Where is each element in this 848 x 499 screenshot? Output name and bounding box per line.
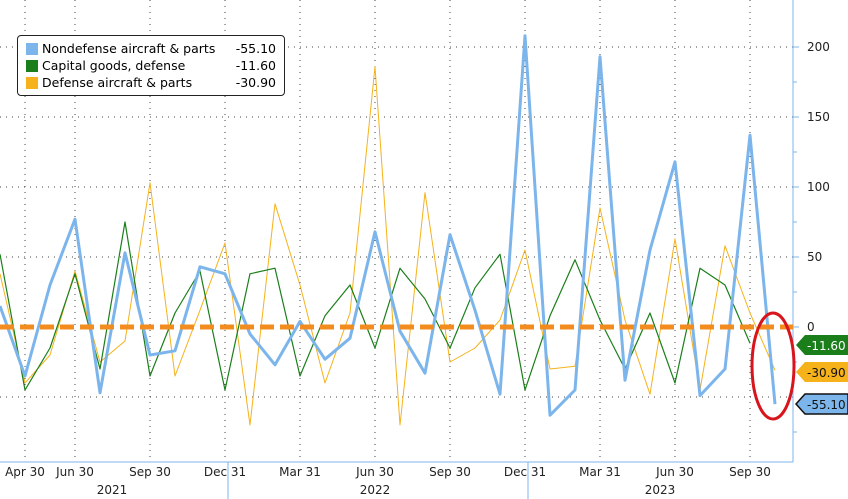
- legend-label: Defense aircraft & parts: [42, 75, 193, 90]
- series-line-2: [0, 66, 776, 426]
- legend-value: -55.10: [235, 41, 276, 56]
- year-label: 2023: [645, 483, 676, 497]
- y-tick-label: 150: [807, 110, 830, 124]
- last-value-tag: [794, 393, 848, 415]
- x-tick-label: Sep 30: [429, 465, 471, 479]
- x-tick-label: Jun 30: [655, 465, 694, 479]
- x-tick-label: Dec 31: [204, 465, 246, 479]
- legend-label: Nondefense aircraft & parts: [42, 41, 216, 56]
- legend-item-capital-goods: Capital goods, defense -11.60: [26, 57, 276, 74]
- x-tick-label: Mar 31: [579, 465, 621, 479]
- x-tick-label: Dec 31: [504, 465, 546, 479]
- year-label: 2022: [360, 483, 391, 497]
- legend-value: -11.60: [235, 58, 276, 73]
- y-tick-label: 0: [807, 320, 815, 334]
- legend-swatch: [26, 59, 38, 72]
- last-value-tag: [796, 362, 848, 382]
- legend-value: -30.90: [235, 75, 276, 90]
- y-tick-label: 50: [807, 250, 822, 264]
- legend-item-defense-aircraft: Defense aircraft & parts -30.90: [26, 74, 276, 91]
- x-tick-label: Apr 30: [5, 465, 45, 479]
- last-value-label: -55.10: [807, 398, 846, 412]
- x-tick-label: Mar 31: [279, 465, 321, 479]
- last-value-label: -30.90: [807, 366, 846, 380]
- last-value-label: -11.60: [807, 339, 846, 353]
- legend-swatch: [26, 76, 38, 89]
- y-tick-label: 100: [807, 180, 830, 194]
- x-tick-label: Jun 30: [355, 465, 394, 479]
- legend: Nondefense aircraft & parts -55.10 Capita…: [17, 35, 285, 96]
- legend-item-nondefense: Nondefense aircraft & parts -55.10: [26, 40, 276, 57]
- last-value-tag: [796, 335, 848, 355]
- highlight-circle: [750, 311, 796, 421]
- legend-label: Capital goods, defense: [42, 58, 186, 73]
- legend-swatch: [26, 42, 38, 55]
- year-label: 2021: [97, 483, 128, 497]
- x-tick-label: Jun 30: [55, 465, 94, 479]
- x-tick-label: Sep 30: [729, 465, 771, 479]
- y-tick-label: 200: [807, 40, 830, 54]
- series-line-0: [0, 34, 777, 417]
- x-tick-label: Sep 30: [129, 465, 171, 479]
